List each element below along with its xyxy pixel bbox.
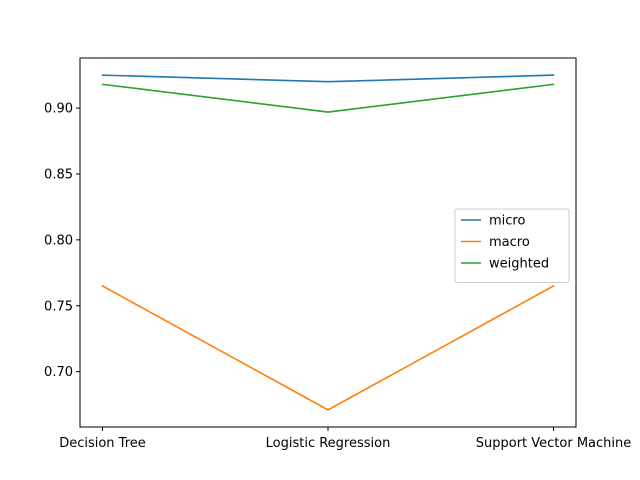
- series-line-weighted: [101, 83, 555, 113]
- legend-box: [454, 208, 570, 283]
- series-line-macro: [101, 284, 555, 411]
- plot-lines: [101, 74, 555, 411]
- x-tick-label: Decision Tree: [59, 436, 146, 451]
- y-tick-label: 0.70: [44, 365, 73, 380]
- y-tick-label: 0.90: [44, 102, 73, 117]
- y-axis: 0.70 0.75 0.80 0.85 0.90: [44, 102, 80, 380]
- x-tick-label: Support Vector Machine: [476, 436, 632, 451]
- legend: micro macro weighted: [454, 208, 570, 283]
- legend-label-weighted: weighted: [489, 257, 549, 272]
- legend-label-macro: macro: [489, 235, 530, 250]
- y-tick-label: 0.80: [44, 233, 73, 248]
- y-tick-label: 0.75: [44, 299, 73, 314]
- legend-label-micro: micro: [489, 214, 525, 229]
- x-axis: Decision Tree Logistic Regression Support …: [59, 427, 631, 451]
- y-tick-label: 0.85: [44, 167, 73, 182]
- series-line-micro: [101, 74, 555, 83]
- x-tick-label: Logistic Regression: [266, 436, 391, 451]
